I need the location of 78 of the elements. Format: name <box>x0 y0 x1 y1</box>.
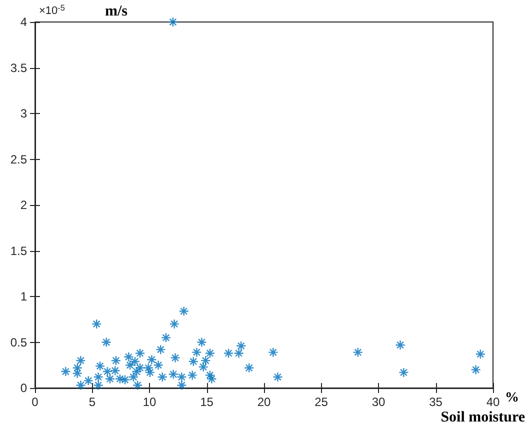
point <box>110 355 122 366</box>
x-tick-label: 10 <box>142 395 156 409</box>
y-tick-label: 2 <box>20 198 28 212</box>
point <box>160 332 172 343</box>
x-tick-label: 40 <box>486 395 500 409</box>
point <box>101 337 112 348</box>
x-tick-label: 20 <box>257 395 271 409</box>
point <box>110 366 120 376</box>
point <box>60 366 71 377</box>
point <box>157 372 168 382</box>
point <box>124 360 136 370</box>
point <box>143 362 154 373</box>
y-tick-label: 4 <box>20 15 28 29</box>
point <box>234 348 244 358</box>
point <box>196 337 207 348</box>
y-tick-label: 3.5 <box>10 60 28 75</box>
point <box>176 380 187 390</box>
y-axis-title: m/s <box>105 4 128 20</box>
point <box>72 368 82 378</box>
point <box>146 354 157 365</box>
point <box>244 362 254 373</box>
y-tick-label: 3 <box>20 106 28 120</box>
point <box>223 348 234 358</box>
point <box>92 318 102 330</box>
x-tick-label: 25 <box>314 395 328 409</box>
x-tick-label: 35 <box>429 395 443 409</box>
point <box>176 372 187 382</box>
y-tick-label: 1 <box>20 290 28 304</box>
point <box>83 376 94 386</box>
point <box>72 362 82 373</box>
x-tick-label: 5 <box>88 395 96 409</box>
point <box>169 318 180 330</box>
point <box>132 380 143 390</box>
point <box>268 347 278 358</box>
point <box>76 380 86 390</box>
point <box>200 355 211 366</box>
point <box>104 374 116 384</box>
point <box>475 349 486 360</box>
point <box>192 347 202 358</box>
point <box>134 348 146 358</box>
y-tick-label: 2.5 <box>10 152 28 166</box>
point <box>206 374 217 384</box>
point <box>153 360 164 370</box>
x-axis-title: Soil moisture <box>440 410 526 426</box>
point <box>204 348 216 358</box>
point <box>398 367 409 378</box>
point <box>178 306 189 316</box>
point <box>272 372 283 382</box>
point <box>128 372 138 382</box>
point <box>93 380 104 390</box>
point <box>93 372 104 382</box>
point <box>188 356 198 367</box>
point <box>130 356 140 367</box>
point <box>102 366 112 377</box>
point <box>198 362 208 372</box>
point <box>124 352 134 362</box>
y-tick-label: 1.5 <box>10 244 28 258</box>
y-tick-label: 0.5 <box>10 335 28 350</box>
x-tick-label: 15 <box>200 395 214 409</box>
x-tick-label: 0 <box>32 395 39 409</box>
text: % <box>505 390 519 406</box>
point <box>170 352 180 363</box>
point <box>168 16 178 28</box>
point <box>236 340 246 352</box>
point <box>94 360 106 372</box>
point <box>76 355 86 366</box>
y-tick-label: 0 <box>20 381 28 395</box>
point <box>187 370 198 380</box>
point <box>168 369 178 380</box>
x-tick-label: 30 <box>372 395 386 409</box>
point <box>470 364 481 375</box>
point <box>395 340 406 350</box>
point <box>144 367 156 378</box>
point <box>352 347 363 358</box>
point <box>204 370 216 380</box>
point <box>134 362 146 373</box>
point <box>156 344 166 355</box>
point <box>132 366 142 377</box>
